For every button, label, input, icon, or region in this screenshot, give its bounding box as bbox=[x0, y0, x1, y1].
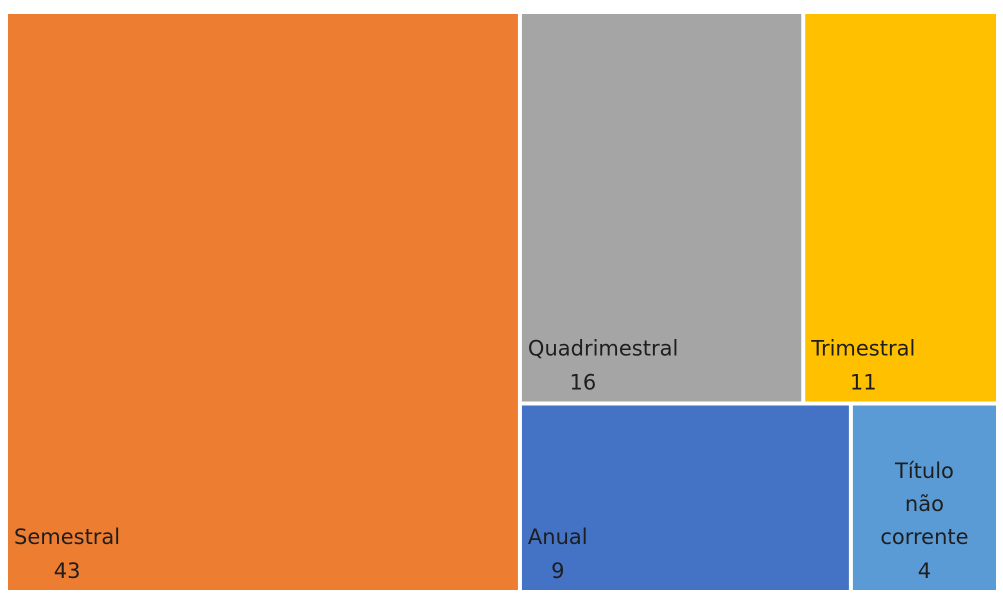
tile bbox=[852, 405, 996, 590]
tile-value: 4 bbox=[918, 559, 931, 583]
tile-label: Trimestral bbox=[810, 337, 915, 361]
tile-value: 9 bbox=[551, 559, 564, 583]
tile-label: Quadrimestral bbox=[528, 337, 678, 361]
tile-label: Anual bbox=[528, 525, 588, 549]
tile bbox=[521, 405, 849, 590]
tile-label: Semestral bbox=[14, 525, 120, 549]
tile bbox=[805, 14, 996, 402]
tile bbox=[521, 14, 802, 402]
tile-value: 11 bbox=[850, 371, 877, 395]
tile-value: 43 bbox=[54, 559, 81, 583]
tile-value: 16 bbox=[570, 371, 597, 395]
tile-label: Título não corrente bbox=[880, 459, 968, 549]
tile bbox=[8, 14, 518, 590]
